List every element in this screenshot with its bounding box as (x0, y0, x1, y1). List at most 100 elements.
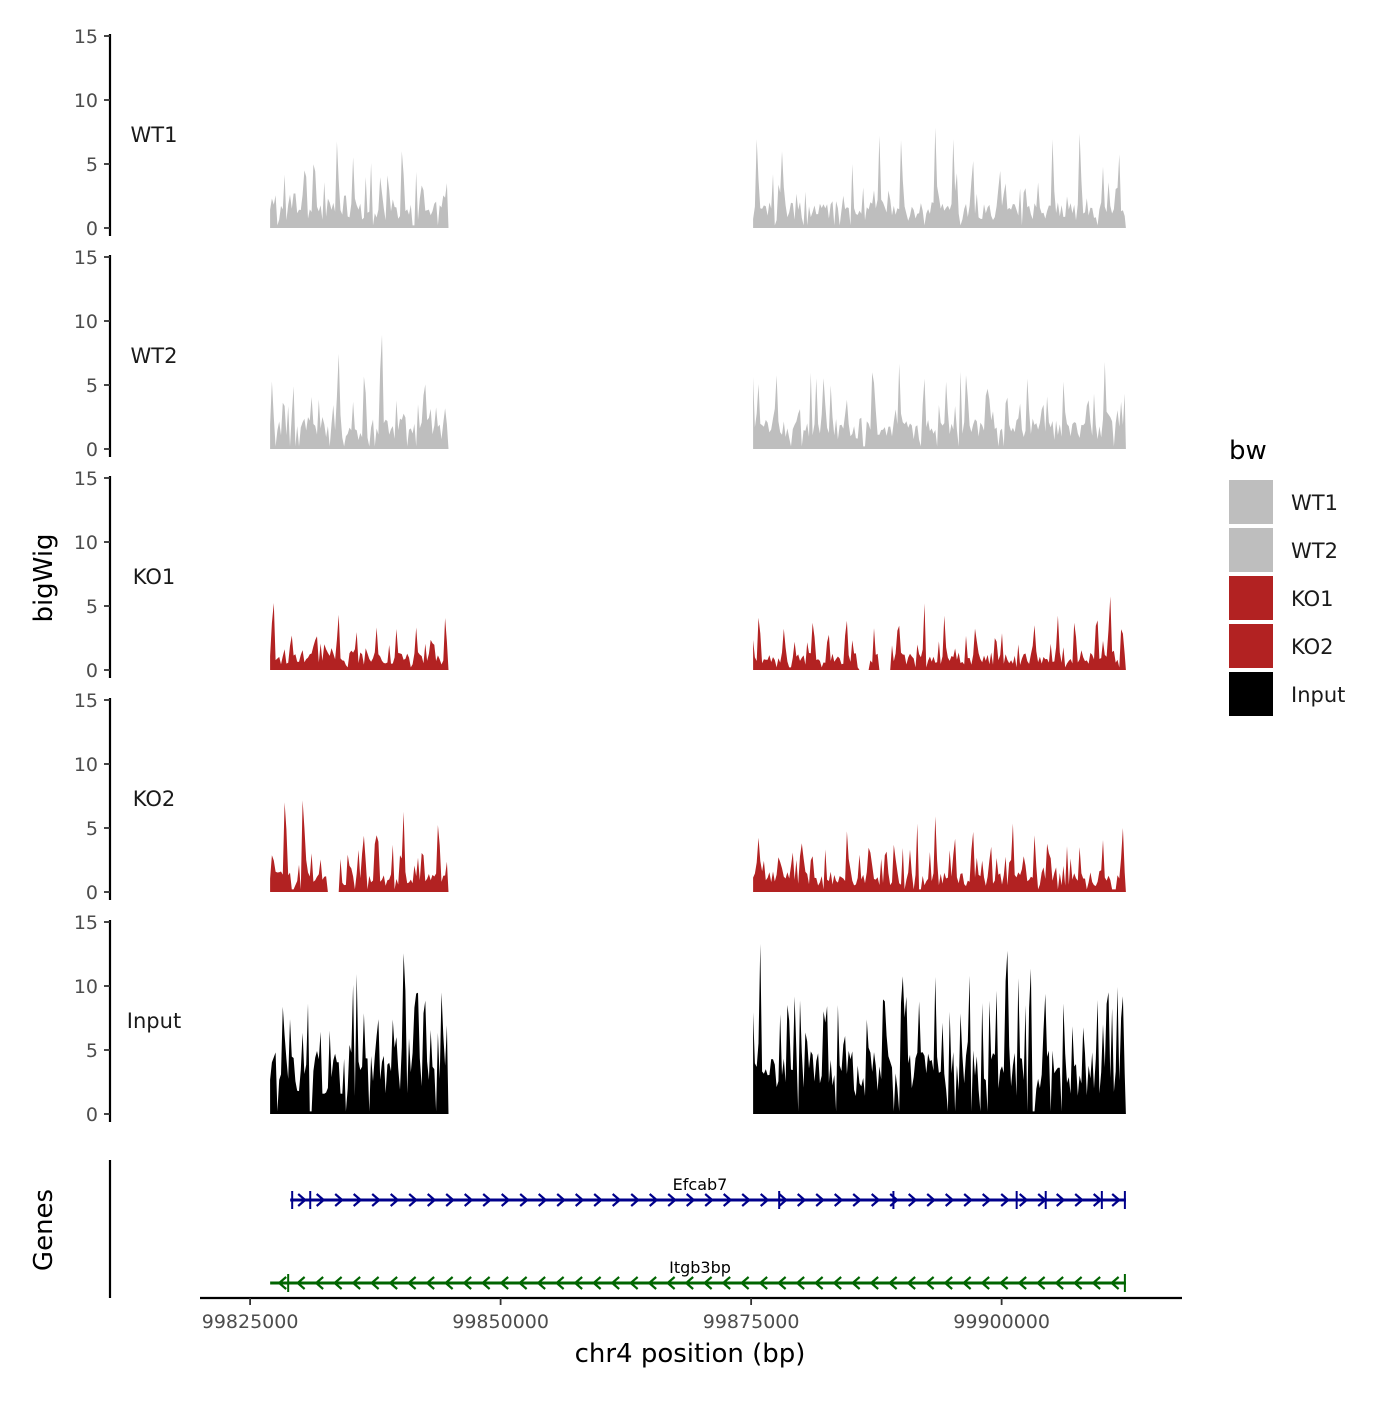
strand-chevron (647, 1276, 657, 1290)
strand-chevron (1054, 1276, 1064, 1290)
coverage-area-ko1-region-1 (270, 603, 449, 670)
strand-chevron (943, 1276, 953, 1290)
x-axis: 99825000 99850000 99875000 99900000 (200, 1296, 1182, 1333)
strand-chevron (574, 1193, 585, 1207)
strand-chevron (1109, 1276, 1120, 1290)
strand-chevron (315, 1193, 326, 1207)
legend-label: WT1 (1291, 491, 1338, 515)
x-axis-title: chr4 position (bp) (575, 1339, 806, 1369)
strand-chevron (815, 1193, 825, 1207)
strand-chevron (536, 1276, 546, 1290)
strand-chevron (630, 1193, 640, 1207)
legend-swatch (1229, 528, 1273, 572)
strand-chevron (1111, 1193, 1121, 1207)
strand-chevron (981, 1193, 992, 1207)
strand-chevron (480, 1276, 491, 1290)
strand-chevron (704, 1193, 714, 1207)
gene-efcab7: Efcab7 (290, 1175, 1126, 1209)
strand-chevron (443, 1276, 454, 1290)
strand-chevron (963, 1193, 973, 1207)
strand-chevron (277, 1276, 287, 1290)
strand-chevron (591, 1276, 602, 1290)
strand-chevron (1018, 1193, 1029, 1207)
y-tick-label: 10 (74, 976, 98, 998)
y-tick-label: 10 (74, 754, 98, 776)
strand-chevron (425, 1276, 435, 1290)
strand-chevron (850, 1276, 861, 1290)
strand-chevron (408, 1193, 418, 1207)
y-tick-label: 0 (86, 1104, 98, 1126)
strand-chevron (869, 1276, 879, 1290)
y-tick-label: 5 (86, 596, 98, 618)
strand-chevron (537, 1193, 548, 1207)
strand-chevron (500, 1193, 511, 1207)
strand-chevron (1017, 1276, 1027, 1290)
gene-itgb3bp: Itgb3bp (270, 1258, 1126, 1292)
strand-chevron (371, 1193, 381, 1207)
track-label: KO2 (133, 787, 176, 811)
coverage-area-ko2-region-2 (753, 816, 1126, 892)
y-tick-label: 0 (86, 218, 98, 240)
coverage-area-ko1-region-2 (753, 596, 1126, 670)
strand-chevron (776, 1276, 787, 1290)
strand-chevron (554, 1276, 565, 1290)
gene-label: Efcab7 (673, 1175, 728, 1194)
strand-chevron (778, 1193, 788, 1207)
strand-chevron (795, 1276, 805, 1290)
legend-item-ko2: KO2 (1229, 624, 1334, 668)
legend: bw WT1 WT2 KO1 KO2 Input (1229, 436, 1345, 716)
strand-chevron (758, 1276, 768, 1290)
strand-chevron (332, 1276, 343, 1290)
strand-chevron (482, 1193, 492, 1207)
strand-chevron (906, 1276, 916, 1290)
strand-chevron (907, 1193, 918, 1207)
gene-label: Itgb3bp (669, 1258, 731, 1277)
track-input: 0 5 10 15 Input (74, 912, 1126, 1126)
y-tick-label: 10 (74, 90, 98, 112)
track-label: Input (127, 1009, 181, 1033)
strand-chevron (295, 1276, 306, 1290)
y-tick-label: 0 (86, 660, 98, 682)
coverage-area-input-region-2 (753, 943, 1126, 1114)
legend-label: Input (1291, 683, 1345, 707)
strand-chevron (1035, 1276, 1046, 1290)
strand-chevron (648, 1193, 659, 1207)
genes-axis-title: Genes (29, 1189, 59, 1271)
strand-chevron (759, 1193, 770, 1207)
strand-chevron (926, 1193, 936, 1207)
strand-chevron (741, 1193, 751, 1207)
strand-chevron (1091, 1276, 1101, 1290)
legend-label: WT2 (1291, 539, 1338, 563)
y-tick-label: 15 (74, 247, 98, 269)
strand-chevron (852, 1193, 862, 1207)
y-tick-label: 15 (74, 26, 98, 48)
strand-chevron (667, 1193, 677, 1207)
strand-chevron (519, 1193, 529, 1207)
strand-chevron (980, 1276, 990, 1290)
strand-chevron (684, 1276, 694, 1290)
strand-chevron (796, 1193, 807, 1207)
strand-chevron (721, 1276, 731, 1290)
strand-chevron (961, 1276, 972, 1290)
x-tick-label: 99900000 (953, 1311, 1050, 1333)
coverage-area-ko2-region-1 (270, 800, 449, 892)
strand-chevron (833, 1193, 844, 1207)
y-axis-title: bigWig (29, 533, 59, 622)
legend-label: KO1 (1291, 587, 1334, 611)
track-label: WT1 (131, 123, 178, 147)
strand-chevron (462, 1276, 472, 1290)
legend-item-wt1: WT1 (1229, 480, 1338, 524)
legend-label: KO2 (1291, 635, 1334, 659)
y-tick-label: 0 (86, 882, 98, 904)
strand-chevron (685, 1193, 696, 1207)
x-tick-label: 99850000 (452, 1311, 549, 1333)
strand-chevron (739, 1276, 750, 1290)
strand-chevron (406, 1276, 417, 1290)
strand-chevron (297, 1193, 307, 1207)
y-tick-label: 15 (74, 690, 98, 712)
genes-layer: Efcab7 Itgb3bp (108, 1160, 1126, 1298)
strand-chevron (517, 1276, 528, 1290)
track-wt1: 0 5 10 15 WT1 (74, 26, 1126, 240)
y-tick-label: 5 (86, 1040, 98, 1062)
